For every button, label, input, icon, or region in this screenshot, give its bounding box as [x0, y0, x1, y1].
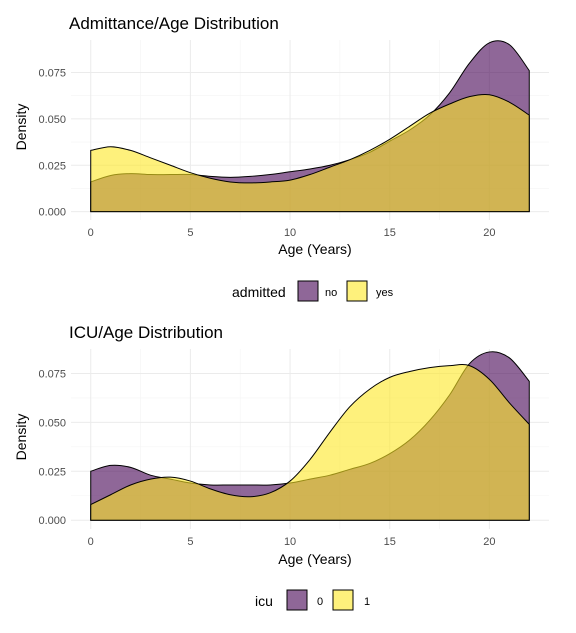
x-tick-label: 20 — [483, 536, 495, 548]
density-area-1 — [90, 364, 530, 521]
legend-label-0: 0 — [317, 596, 323, 608]
y-tick-label: 0.050 — [38, 114, 66, 126]
legend-key-no — [297, 280, 319, 302]
x-tick-label: 5 — [187, 536, 193, 548]
plot-area — [71, 349, 549, 529]
x-tick-label: 10 — [284, 536, 296, 548]
y-tick-label: 0.075 — [38, 368, 66, 380]
x-tick-label: 0 — [88, 536, 94, 548]
y-axis-title: Density — [13, 414, 29, 461]
admittance-chart: Admittance/Age Distribution 0 5 10 15 20 0.0… — [13, 14, 549, 302]
legend-title: admitted — [232, 284, 286, 300]
plot-area — [71, 40, 549, 220]
density-area-yes — [90, 93, 530, 213]
legend-label-yes: yes — [376, 287, 394, 299]
legend-key-yes — [346, 280, 368, 302]
legend: admitted no yes — [232, 280, 394, 302]
legend-title: icu — [255, 593, 273, 609]
y-tick-label: 0.000 — [38, 515, 66, 527]
x-tick-label: 15 — [384, 227, 396, 239]
x-axis-title: Age (Years) — [278, 241, 351, 257]
legend-key-0 — [286, 589, 308, 611]
x-tick-label: 5 — [187, 227, 193, 239]
legend-key-1 — [332, 589, 354, 611]
chart-title: Admittance/Age Distribution — [69, 14, 279, 33]
y-tick-label: 0.050 — [38, 417, 66, 429]
x-axis-title: Age (Years) — [278, 551, 351, 567]
icu-chart: ICU/Age Distribution 0 5 10 15 20 0.0000.025… — [13, 323, 549, 611]
y-axis-ticks: 0.000 0.025 0.050 0.075 — [38, 67, 66, 218]
chart-title: ICU/Age Distribution — [69, 323, 223, 342]
legend-label-1: 1 — [364, 596, 370, 608]
x-axis-ticks: 0 5 10 15 20 — [88, 536, 496, 548]
legend: icu 0 1 — [255, 589, 370, 611]
y-axis-ticks: 0.000 0.025 0.050 0.075 — [38, 368, 66, 527]
y-tick-label: 0.025 — [38, 466, 66, 478]
legend-label-no: no — [325, 287, 337, 299]
density-areas — [90, 40, 530, 213]
x-tick-label: 0 — [88, 227, 94, 239]
density-areas — [90, 351, 530, 521]
y-axis-title: Density — [13, 104, 29, 151]
x-tick-label: 10 — [284, 227, 296, 239]
x-tick-label: 20 — [483, 227, 495, 239]
y-tick-label: 0.025 — [38, 160, 66, 172]
x-tick-label: 15 — [384, 536, 396, 548]
x-axis-ticks: 0 5 10 15 20 — [88, 227, 496, 239]
y-tick-label: 0.000 — [38, 207, 66, 219]
y-tick-label: 0.075 — [38, 67, 66, 79]
